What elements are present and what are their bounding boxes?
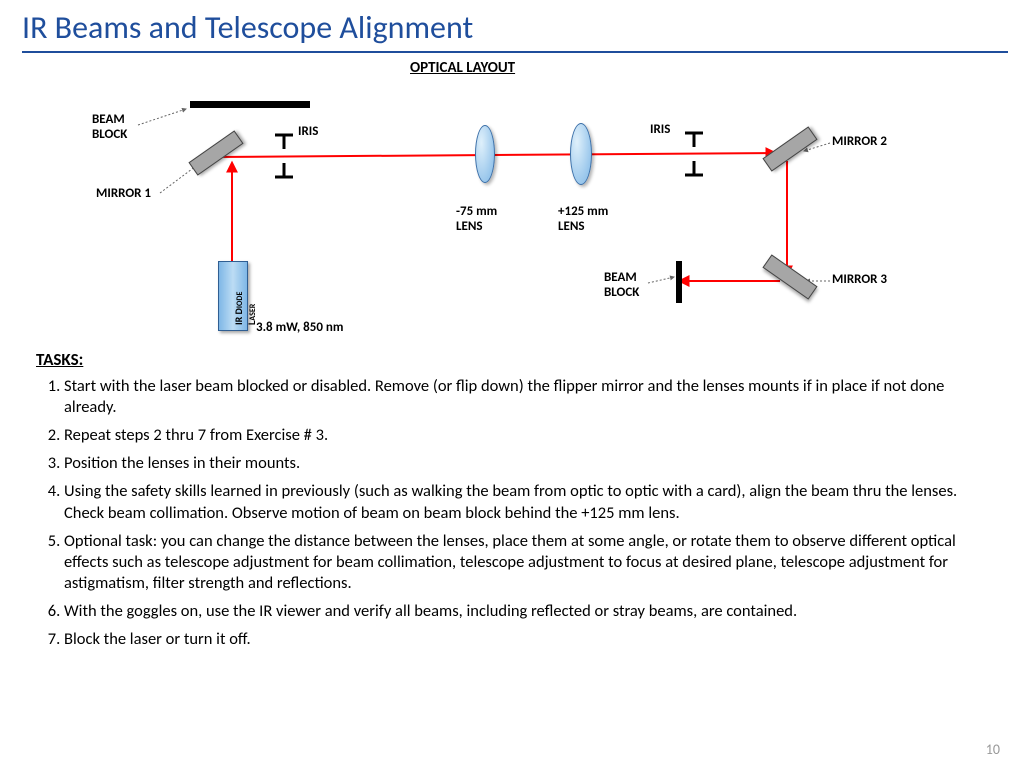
lens-2 (570, 123, 592, 185)
beam-block-bottom (676, 261, 682, 303)
beam-block-2-label: BEAM BLOCK (604, 271, 639, 301)
lens-1 (475, 125, 495, 183)
laser-spec: 3.8 mW, 850 nm (256, 321, 343, 336)
beam-paths (0, 53, 1024, 343)
iris-2-label: IRIS (650, 123, 670, 138)
task-item: Using the safety skills learned in previ… (64, 481, 988, 523)
mirror-1-label: MIRROR 1 (96, 187, 151, 202)
optical-layout-diagram: OPTICAL LAYOUT BEAM BLOCK MIRRO (0, 53, 1024, 343)
iris-2-icon (682, 129, 706, 179)
task-item: Position the lenses in their mounts. (64, 453, 988, 474)
mirror-3-label: MIRROR 3 (832, 273, 887, 288)
task-item: Optional task: you can change the distan… (64, 531, 988, 594)
beam-block-1-label: BEAM BLOCK (92, 113, 127, 143)
laser-label: IR DIODELASER (232, 292, 258, 325)
task-item: Start with the laser beam blocked or dis… (64, 376, 988, 418)
iris-1-icon (272, 131, 296, 181)
tasks-list: Start with the laser beam blocked or dis… (36, 376, 988, 650)
beam-block-top (190, 101, 310, 108)
tasks-heading: TASKS: (36, 349, 988, 370)
page-number: 10 (986, 741, 1000, 758)
task-item: Repeat steps 2 thru 7 from Exercise # 3. (64, 425, 988, 446)
page-title: IR Beams and Telescope Alignment (0, 0, 1024, 51)
task-item: Block the laser or turn it off. (64, 629, 988, 650)
lens-2-label: +125 mm LENS (558, 205, 608, 235)
mirror-2-label: MIRROR 2 (832, 135, 887, 150)
task-item: With the goggles on, use the IR viewer a… (64, 601, 988, 622)
lens-1-label: -75 mm LENS (456, 205, 497, 235)
tasks-section: TASKS: Start with the laser beam blocked… (0, 343, 1024, 650)
iris-1-label: IRIS (298, 125, 318, 140)
